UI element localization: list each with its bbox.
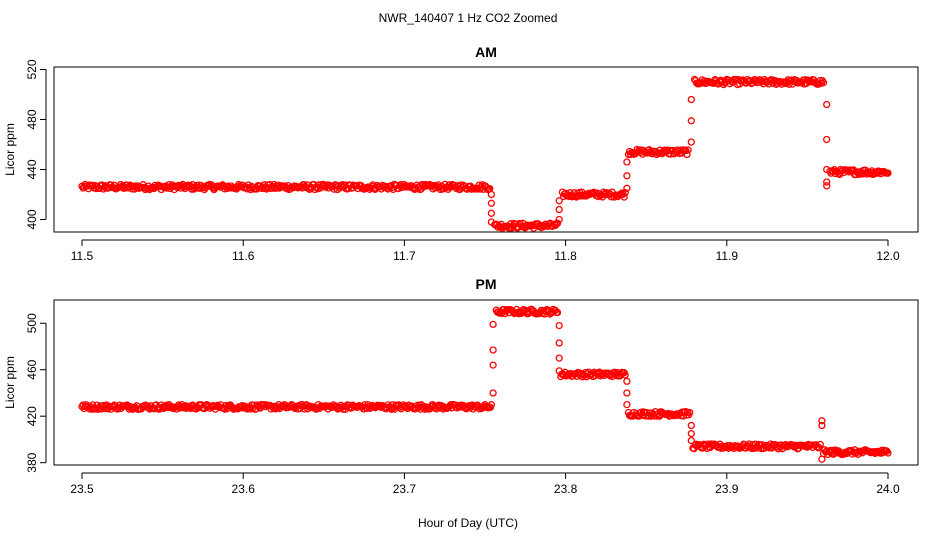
- y-tick-label: 440: [25, 159, 39, 179]
- transition-point: [823, 100, 831, 109]
- x-tick-label: 11.5: [71, 249, 94, 263]
- panel-title: AM: [475, 44, 497, 60]
- transition-point: [555, 339, 563, 347]
- x-tick-label: 23.5: [70, 482, 94, 496]
- x-tick-label: 11.9: [716, 249, 739, 263]
- y-axis-label: Licor ppm: [3, 356, 17, 409]
- y-axis-label: Licor ppm: [3, 123, 17, 176]
- x-tick-label: 23.7: [393, 482, 417, 496]
- transition-point: [623, 377, 631, 385]
- data-point: [620, 193, 628, 201]
- transition-point: [487, 199, 496, 207]
- x-tick-label: 23.6: [232, 482, 256, 496]
- data-point: [708, 440, 717, 448]
- plot-frame: [53, 66, 919, 233]
- transition-point: [623, 400, 631, 409]
- transition-point: [623, 172, 631, 180]
- transition-point: [555, 205, 563, 214]
- figure-xlabel: Hour of Day (UTC): [418, 516, 518, 530]
- transition-point: [687, 436, 695, 445]
- x-tick-label: 11.6: [232, 249, 255, 263]
- x-tick-label: 11.8: [554, 249, 577, 263]
- transition-point: [555, 354, 563, 362]
- transition-point: [687, 421, 695, 430]
- x-tick-label: 23.8: [554, 482, 578, 496]
- transition-point: [555, 197, 563, 205]
- data-point: [621, 189, 629, 197]
- transition-point: [687, 117, 695, 125]
- y-tick-label: 380: [25, 452, 39, 472]
- panel-title: PM: [476, 276, 497, 292]
- transition-point: [489, 320, 497, 329]
- data-point: [487, 401, 496, 409]
- transition-point: [687, 95, 695, 104]
- transition-point: [823, 178, 831, 186]
- y-tick-label: 500: [25, 313, 39, 333]
- transition-point: [555, 321, 563, 330]
- transition-point: [489, 361, 497, 369]
- transition-point: [623, 158, 631, 166]
- panel-pm: PM 23.5 23.6 23.7 23.8 23.9 24.0 380 420 460 500 Li…: [3, 276, 919, 496]
- data-point: [553, 219, 562, 227]
- transition-point: [555, 367, 563, 375]
- transition-point: [555, 215, 563, 224]
- y-tick-label: 420: [25, 406, 39, 426]
- figure-title: NWR_140407 1 Hz CO2 Zoomed: [379, 11, 558, 25]
- transition-point: [823, 165, 831, 174]
- transition-point: [489, 389, 497, 397]
- y-tick-label: 400: [25, 209, 39, 229]
- x-tick-label: 23.9: [715, 482, 739, 496]
- transition-point: [623, 389, 631, 397]
- data-point: [816, 440, 824, 449]
- data-point: [884, 169, 892, 177]
- data-point: [684, 146, 692, 154]
- transition-point: [487, 209, 496, 217]
- data-point: [553, 308, 562, 317]
- transition-point: [623, 184, 631, 192]
- transition-point: [823, 135, 831, 144]
- data-point: [498, 309, 506, 317]
- data-point: [686, 408, 694, 417]
- transition-point: [487, 190, 496, 199]
- transition-point: [687, 138, 695, 146]
- data-point: [412, 185, 420, 193]
- data-point: [621, 371, 629, 379]
- plot-frame: [53, 299, 919, 466]
- data-point: [683, 150, 691, 159]
- x-tick-label: 11.7: [393, 249, 416, 263]
- y-tick-label: 520: [25, 59, 39, 79]
- panel-am: AM 11.5 11.6 11.7 11.8 11.9 12.0 400 440 480 520 Li…: [3, 44, 919, 263]
- transition-point: [489, 346, 497, 354]
- transition-point: [687, 429, 695, 438]
- transition-point: [818, 421, 826, 430]
- transition-point: [818, 455, 826, 463]
- data-point: [819, 79, 828, 87]
- x-tick-label: 12.0: [876, 249, 900, 263]
- data-point: [884, 449, 892, 457]
- y-tick-label: 460: [25, 359, 39, 379]
- transition-point: [818, 417, 826, 425]
- transition-point: [487, 218, 496, 226]
- transition-point: [823, 182, 831, 190]
- x-tick-label: 24.0: [876, 482, 900, 496]
- y-tick-label: 480: [25, 109, 39, 129]
- data-points: [78, 75, 892, 232]
- data-points: [78, 305, 892, 463]
